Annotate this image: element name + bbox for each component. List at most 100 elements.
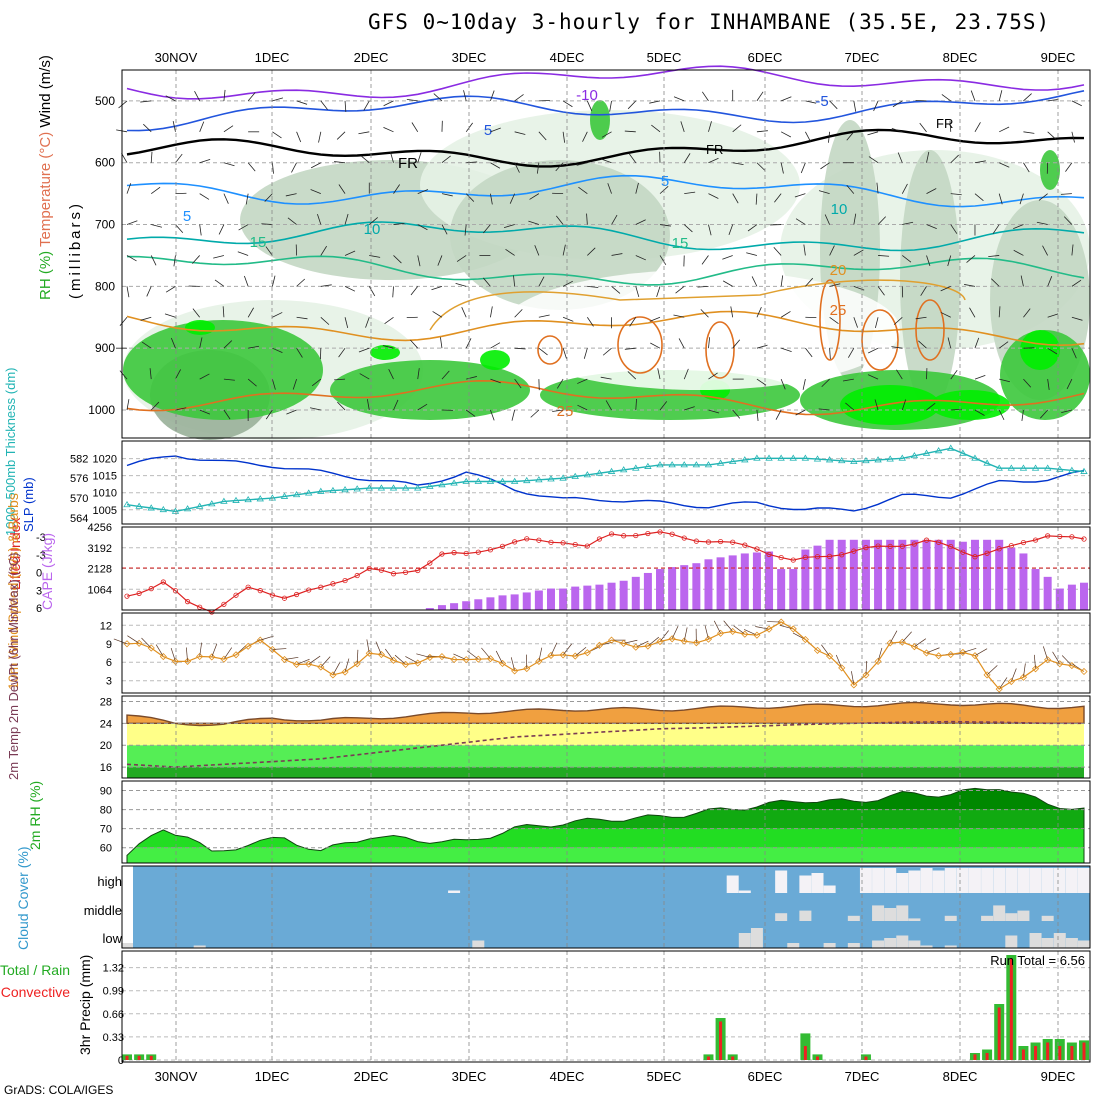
wind-barb (607, 183, 612, 194)
wind-barb (440, 337, 443, 349)
surface-wind-barb (538, 647, 543, 662)
wind-barb (586, 317, 594, 327)
wind-barb (1023, 308, 1031, 318)
rh-shade-15 (930, 390, 1010, 420)
surface-wind-barb (260, 635, 274, 641)
surface-wind-barb (223, 647, 233, 660)
day-label-top-6DEC: 6DEC (748, 50, 783, 65)
surface-wind-barb (356, 649, 359, 664)
panel-frame-5 (121, 780, 1091, 864)
contour-label-8: 10 (831, 201, 848, 218)
cloud-high-cell (872, 868, 885, 893)
wind-barb (222, 306, 225, 318)
wind-barb (974, 374, 986, 380)
wind-barb (369, 217, 378, 225)
wind-barb (417, 224, 428, 231)
precip-conv-bar (815, 1056, 819, 1060)
surface-wind-barb (199, 642, 202, 657)
wind-barb (947, 337, 952, 349)
wind-barb (701, 255, 709, 265)
wind-barb (296, 316, 308, 320)
precip-conv-bar (1021, 1049, 1025, 1060)
wind-barb (562, 100, 573, 108)
cloud-low-cell (193, 945, 206, 948)
precip-legend-total: Total / Rain (0, 962, 70, 978)
isotherm-20-upper (429, 279, 966, 331)
isotherm-2 (126, 128, 1085, 168)
ytick-precip-1.32: 1.32 (103, 963, 124, 975)
wind-barb (1047, 276, 1053, 287)
wind-barb (264, 193, 273, 202)
wind-speed-marker (777, 618, 785, 626)
cloud-high-cell (1065, 868, 1078, 893)
wind-barb (175, 369, 181, 380)
wind-barb (505, 248, 515, 256)
wind-barb (417, 189, 429, 195)
cape-bar (571, 586, 580, 610)
cloud-middle-cell (908, 918, 921, 921)
wind-barb (746, 252, 758, 256)
warm-loop-3 (819, 279, 841, 361)
lifted-marker (160, 579, 166, 585)
day-label-bottom-2DEC: 2DEC (354, 1069, 389, 1084)
isotherm-4 (126, 221, 1085, 252)
precip-conv-bar (125, 1055, 129, 1060)
contour-label-0: -10 (576, 87, 598, 104)
ytick-slp-1020: 1020 (93, 454, 117, 466)
cape-bar (874, 539, 883, 610)
wind-barb (708, 224, 712, 236)
wind-barb (586, 213, 588, 225)
wind-barb (950, 369, 958, 380)
wind-barb (199, 121, 205, 132)
wind-barb (877, 216, 886, 225)
wind-barb (490, 306, 493, 318)
wind-barb (896, 369, 903, 380)
wind-barb (781, 96, 792, 102)
cape-bar (595, 584, 604, 610)
wind-barb (534, 245, 540, 256)
wind-barb (867, 374, 879, 380)
wind-barb (970, 90, 976, 102)
surface-wind-barb (550, 642, 558, 656)
ylabel-temp: 2m Temp 2m DewPt (6hr Min/Max) (°C) (6, 553, 21, 780)
wind-barb (722, 255, 733, 260)
ytick-thickness-564: 564 (70, 513, 88, 525)
day-label-top-8DEC: 8DEC (943, 50, 978, 65)
cloud-layer-label-low: low (102, 931, 122, 946)
wind-barb (902, 221, 914, 225)
wind-barb (223, 409, 231, 420)
wind-barb (432, 311, 443, 318)
wind-barb (483, 224, 491, 234)
wind-barb (897, 152, 903, 163)
wind-barb (780, 275, 784, 287)
wind-barb (417, 403, 428, 411)
cloud-layer-label-high: high (97, 874, 122, 889)
surface-wind-barb (647, 636, 659, 647)
wind-barb (393, 399, 399, 411)
cape-bar (922, 539, 931, 610)
wind-barb (165, 95, 176, 102)
wind-barb (170, 337, 176, 349)
wind-barb (1071, 244, 1074, 256)
surface-wind-barb (998, 677, 1008, 690)
wind-barb (1071, 100, 1082, 107)
wind-barb (732, 124, 742, 133)
wind-barb (1020, 275, 1024, 287)
wind-barb (247, 162, 256, 172)
wind-barb (755, 193, 758, 205)
wind-barb (684, 406, 695, 411)
cloud-high-cell (981, 868, 994, 893)
ylabel-slp: SLP (mb) (21, 477, 36, 532)
wind-barb (393, 184, 400, 194)
wind-speed-marker (474, 655, 482, 663)
surface-wind-barb (1010, 668, 1017, 682)
precip-conv-bar (706, 1056, 710, 1060)
wind-barb (287, 217, 297, 225)
wind-barb (578, 186, 588, 194)
precip-conv-bar (864, 1056, 868, 1060)
wind-barb (223, 125, 234, 133)
wind-barb (926, 255, 931, 267)
wind-barb (824, 214, 830, 225)
wind-barb (441, 155, 451, 164)
cape-bar (692, 563, 701, 610)
